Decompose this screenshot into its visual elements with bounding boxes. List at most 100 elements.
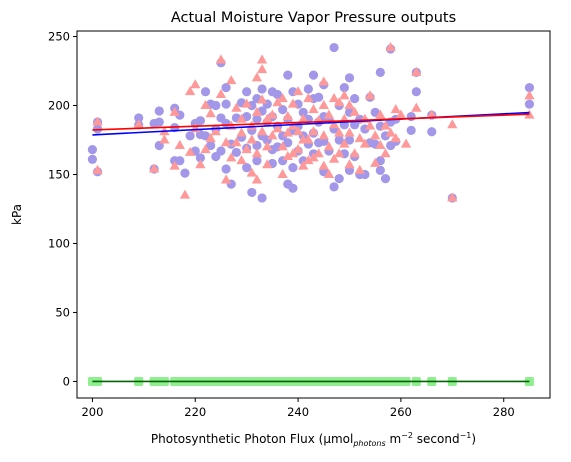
circle-point <box>87 145 98 155</box>
circle-point <box>175 156 185 166</box>
y-tick-label: 200 <box>48 99 70 113</box>
circle-point <box>247 100 257 111</box>
circle-point <box>375 67 385 77</box>
circle-point <box>524 99 535 109</box>
triangle-point <box>205 133 216 143</box>
triangle-point <box>339 138 350 148</box>
circle-point <box>329 42 339 53</box>
triangle-point <box>354 164 365 174</box>
triangle-point <box>215 88 227 98</box>
circle-point <box>211 100 221 111</box>
circle-point <box>334 135 344 145</box>
triangle-point <box>133 119 144 129</box>
trendline <box>92 113 530 131</box>
triangle-point <box>231 137 242 147</box>
x-label-subscript: photons <box>352 439 385 448</box>
triangle-point <box>298 113 309 123</box>
triangle-point <box>256 64 268 74</box>
triangle-point <box>262 141 273 151</box>
triangle-point <box>334 97 345 107</box>
y-tick-label: 100 <box>48 236 70 250</box>
triangle-point <box>92 164 103 174</box>
triangle-point <box>303 93 314 103</box>
marks-layer <box>87 41 535 386</box>
triangle-point <box>524 90 535 100</box>
circle-point <box>314 92 324 102</box>
circle-point <box>221 164 231 174</box>
triangle-point <box>370 130 381 140</box>
circle-point <box>242 87 252 97</box>
triangle-point <box>411 66 422 76</box>
triangle-point <box>282 150 293 161</box>
triangle-point <box>184 86 196 96</box>
triangle-point <box>318 160 329 170</box>
triangle-point <box>287 98 299 108</box>
triangle-point <box>344 127 355 137</box>
triangle-point <box>390 133 401 143</box>
ticks-layer: 200 220 240 260 280 0 50 100 150 200 250 <box>48 30 515 419</box>
triangle-point <box>236 127 247 137</box>
triangle-point <box>447 119 458 129</box>
triangle-point <box>411 102 422 112</box>
y-axis-label: kPa <box>10 204 24 225</box>
triangle-point <box>205 108 216 118</box>
triangle-point <box>328 153 340 163</box>
triangle-point <box>385 127 396 137</box>
triangle-point <box>328 93 340 103</box>
circle-point <box>180 168 190 178</box>
triangle-point <box>262 159 273 169</box>
triangle-point <box>174 139 185 149</box>
triangle-point <box>292 144 304 154</box>
triangle-point <box>210 126 221 136</box>
circle-point <box>329 182 339 192</box>
triangle-point <box>148 163 160 173</box>
circle-point <box>154 106 164 116</box>
circle-point <box>257 84 267 94</box>
triangle-point <box>318 130 329 140</box>
triangle-point <box>426 109 437 119</box>
triangle-point <box>220 174 232 184</box>
circle-point <box>200 87 211 97</box>
circle-point <box>247 187 257 198</box>
triangle-point <box>256 94 268 104</box>
circle-point <box>252 156 262 166</box>
circle-point <box>288 162 298 173</box>
circle-point <box>406 111 416 122</box>
triangle-point <box>380 120 391 130</box>
triangle-point <box>298 160 309 170</box>
x-tick-label: 220 <box>184 405 206 419</box>
triangle-point <box>328 119 340 129</box>
circle-point <box>195 153 205 163</box>
y-tick-label: 50 <box>55 305 70 319</box>
circle-point <box>283 70 293 80</box>
triangle-point <box>287 148 299 158</box>
triangle-point <box>364 90 376 100</box>
circle-point <box>87 154 98 164</box>
triangle-point <box>303 155 314 165</box>
circle-point <box>308 70 319 80</box>
circle-point <box>206 140 216 151</box>
triangle-point <box>313 148 324 158</box>
triangle-point <box>318 76 329 86</box>
triangle-point <box>400 138 412 148</box>
x-label-superscript-1: −2 <box>401 431 413 440</box>
triangle-point <box>190 79 201 89</box>
triangle-point <box>308 152 319 162</box>
triangle-point <box>251 174 263 184</box>
triangle-point <box>277 168 288 178</box>
triangle-point <box>395 109 407 119</box>
circle-point <box>303 84 313 94</box>
triangle-point <box>256 54 268 64</box>
x-tick-label: 200 <box>81 405 103 419</box>
triangle-point <box>447 192 458 202</box>
circle-point <box>344 135 355 145</box>
triangle-point <box>380 148 391 158</box>
circle-point <box>221 82 231 93</box>
triangle-point <box>282 110 293 121</box>
triangle-point <box>272 97 283 107</box>
triangle-point <box>241 144 252 154</box>
circle-point <box>288 183 298 193</box>
triangle-point <box>390 104 401 114</box>
triangle-point <box>318 99 329 109</box>
